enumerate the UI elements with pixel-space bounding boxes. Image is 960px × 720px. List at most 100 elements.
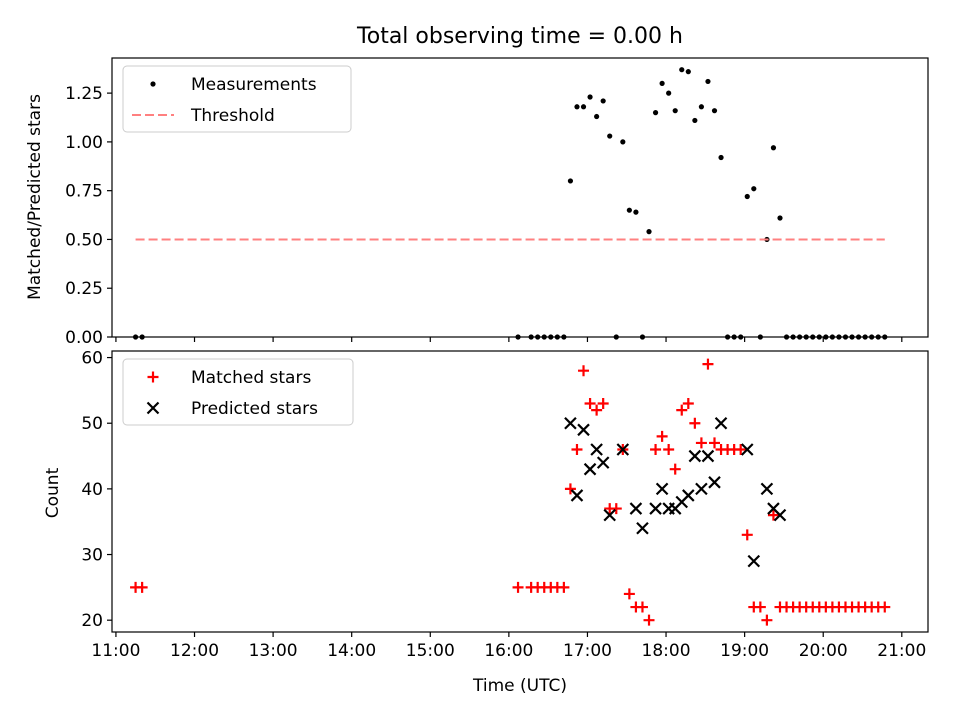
measurement-point — [646, 229, 652, 235]
predicted-star-point — [740, 443, 754, 456]
measurement-point — [692, 117, 698, 124]
matched-star-point — [512, 581, 524, 593]
matched-star-point — [767, 509, 779, 521]
x-tick-label: 12:00 — [170, 641, 219, 661]
y-tick-label: 1.00 — [65, 133, 103, 153]
predicted-star-point — [695, 482, 708, 496]
predicted-star-point — [577, 423, 590, 437]
predicted-star-point — [596, 456, 610, 469]
bottom-y-axis-label: Count — [43, 467, 63, 518]
predicted-star-point — [760, 482, 774, 496]
y-tick-label: 0.00 — [65, 328, 103, 348]
predicted-star-point — [636, 521, 649, 535]
matched-star-point — [676, 404, 688, 416]
y-tick-label: 0.50 — [65, 230, 103, 250]
measurement-point — [777, 215, 783, 221]
bottom-panel: Count 20 30 40 50 60 11:00 12:00 13:00 14:00 15:0… — [43, 349, 929, 661]
matched-star-point — [709, 437, 721, 449]
predicted-star-point — [773, 508, 787, 522]
x-tick-label: 11:00 — [91, 641, 140, 661]
predicted-star-point — [583, 462, 597, 476]
measurement-point — [594, 113, 600, 120]
x-tick-label: 16:00 — [484, 641, 533, 661]
predicted-star-point — [688, 449, 702, 463]
measurement-point — [718, 154, 724, 161]
matched-star-point — [564, 483, 576, 495]
measurement-point — [672, 108, 678, 114]
predicted-star-point — [570, 489, 584, 502]
matched-star-point — [761, 614, 773, 626]
predicted-star-point — [616, 443, 630, 456]
top-plot-area — [132, 67, 888, 340]
matched-star-point — [623, 588, 635, 600]
matched-star-point — [136, 581, 148, 593]
y-tick-label: 0.25 — [65, 279, 103, 299]
predicted-star-point — [629, 502, 643, 515]
measurement-point — [607, 133, 613, 139]
x-tick-label: 19:00 — [720, 641, 769, 661]
measurement-point — [770, 145, 777, 151]
measurement-point — [633, 209, 639, 215]
matched-star-point — [702, 358, 714, 370]
matched-star-point — [741, 529, 753, 541]
measurement-point — [652, 110, 659, 116]
matched-star-point — [591, 404, 603, 416]
legend-label: Matched stars — [191, 368, 311, 388]
measurement-point — [626, 207, 632, 213]
bottom-series-0 — [130, 358, 891, 626]
measurement-point — [685, 69, 691, 75]
predicted-star-point — [701, 449, 715, 463]
measurement-point — [711, 108, 718, 114]
legend-label: Measurements — [191, 75, 317, 95]
top-y-axis-label: Matched/Predicted stars — [25, 94, 45, 300]
bottom-axes: 20 30 40 50 60 11:00 12:00 13:00 14:00 15:00 16:00… — [81, 349, 929, 661]
predicted-star-point — [590, 443, 603, 456]
y-tick-label: 50 — [81, 414, 103, 434]
measurement-point — [679, 67, 685, 73]
measurement-point — [659, 80, 665, 86]
matched-star-point — [754, 601, 766, 613]
matched-star-point — [558, 581, 570, 593]
top-legend: Measurements Threshold — [122, 65, 352, 133]
x-tick-label: 14:00 — [327, 641, 376, 661]
matched-star-point — [650, 443, 662, 455]
matched-star-point — [597, 398, 609, 410]
measurement-point — [567, 178, 574, 184]
chart-title: Total observing time = 0.00 h — [356, 24, 683, 49]
predicted-star-point — [682, 489, 695, 502]
predicted-star-point — [603, 508, 616, 522]
predicted-star-point — [708, 476, 721, 489]
x-tick-label: 13:00 — [249, 641, 298, 661]
matched-star-point — [571, 443, 583, 455]
bottom-legend: Matched stars Predicted stars — [122, 358, 354, 426]
bottom-plot-area — [130, 358, 891, 626]
y-tick-label: 30 — [81, 546, 103, 566]
matched-star-point — [735, 443, 747, 455]
bottom-series-1 — [564, 416, 787, 568]
y-tick-label: 60 — [81, 349, 103, 369]
bottom-axes-frame — [111, 350, 929, 633]
x-tick-label: 18:00 — [642, 641, 691, 661]
measurement-point — [587, 94, 593, 100]
top-panel: Matched/Predicted stars 0.00 0.25 0.50 0.75… — [25, 57, 929, 348]
matched-star-point — [584, 398, 596, 410]
matched-star-point — [695, 437, 707, 449]
y-tick-label: 40 — [81, 480, 103, 500]
top-series-0 — [132, 67, 888, 340]
measurement-point — [620, 139, 626, 145]
matched-star-point — [689, 417, 701, 429]
bottom-legend-box — [122, 358, 354, 426]
legend-label: Threshold — [190, 106, 275, 126]
matched-star-point — [643, 614, 655, 626]
predicted-star-point — [714, 416, 728, 430]
x-tick-label: 21:00 — [877, 641, 926, 661]
y-tick-label: 20 — [81, 611, 103, 631]
legend-label: Predicted stars — [191, 399, 318, 419]
measurement-point — [705, 78, 711, 85]
x-tick-label: 17:00 — [563, 641, 612, 661]
legend-measurement-swatch — [150, 81, 156, 87]
top-axes-frame — [111, 57, 929, 338]
y-tick-label: 1.25 — [65, 84, 103, 104]
measurement-point — [574, 104, 580, 110]
